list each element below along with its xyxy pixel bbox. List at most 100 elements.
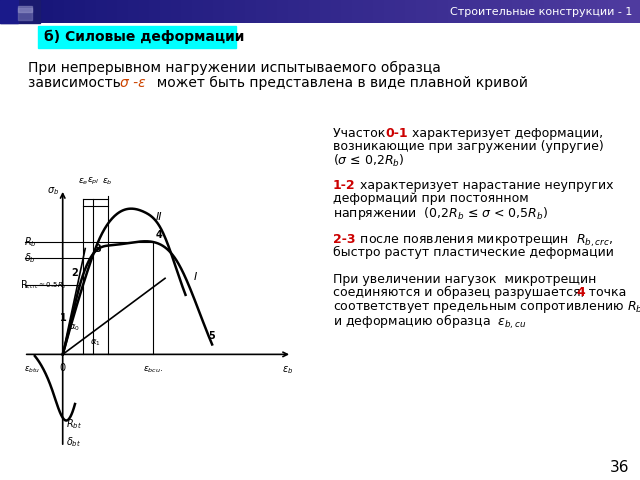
Bar (0, 0, 40, 23)
Bar (352, 0, 364, 23)
Bar (373, 0, 385, 23)
Text: $\sigma_b$: $\sigma_b$ (47, 185, 60, 197)
Text: 0-1: 0-1 (385, 127, 408, 140)
Text: б) Силовые деформации: б) Силовые деформации (44, 30, 244, 44)
Bar (437, 0, 449, 23)
Text: $\delta_{bt}$: $\delta_{bt}$ (65, 435, 81, 449)
Bar (149, 0, 161, 23)
Bar (608, 0, 620, 23)
Text: характеризует деформации,: характеризует деформации, (408, 127, 603, 140)
Text: ($\sigma$ ≤ 0,2$R_b$): ($\sigma$ ≤ 0,2$R_b$) (333, 153, 404, 169)
Text: $\alpha_1$: $\alpha_1$ (90, 337, 100, 348)
Text: II: II (156, 212, 162, 222)
Text: после появления микротрещин  $R_{b,crc}$,: после появления микротрещин $R_{b,crc}$, (356, 233, 613, 249)
Bar (331, 0, 342, 23)
Bar (96, 0, 108, 23)
Bar (491, 0, 502, 23)
Text: 2: 2 (71, 268, 78, 278)
Bar (544, 0, 556, 23)
Bar (341, 0, 353, 23)
Bar (309, 0, 321, 23)
Text: соответствует предельным сопротивлению $R_b$: соответствует предельным сопротивлению $… (333, 299, 640, 315)
Bar (395, 0, 406, 23)
Text: $\alpha_0$: $\alpha_0$ (68, 323, 79, 333)
Bar (213, 0, 225, 23)
Text: При увеличении нагузок  микротрещин: При увеличении нагузок микротрещин (333, 273, 596, 286)
Bar (0, 0, 18, 23)
Bar (277, 0, 289, 23)
Text: $\varepsilon_{bcu}.$: $\varepsilon_{bcu}.$ (143, 364, 163, 375)
Text: I: I (194, 272, 197, 282)
Bar (523, 0, 534, 23)
Text: R: R (21, 280, 28, 290)
Bar (107, 0, 118, 23)
Bar (597, 0, 609, 23)
Text: 4: 4 (576, 286, 585, 299)
Text: и деформацию образца  $\varepsilon_{b,cu}$: и деформацию образца $\varepsilon_{b,cu}… (333, 313, 526, 331)
Bar (43, 0, 54, 23)
Text: 1: 1 (60, 313, 67, 323)
Text: быстро растут пластические деформации: быстро растут пластические деформации (333, 246, 614, 259)
Bar (267, 0, 278, 23)
Bar (128, 0, 140, 23)
Bar (235, 0, 246, 23)
Bar (533, 0, 545, 23)
Bar (384, 0, 396, 23)
Bar (555, 0, 566, 23)
Text: $\varepsilon_{btu}$: $\varepsilon_{btu}$ (24, 364, 40, 374)
Text: может быть представлена в виде плавной кривой: может быть представлена в виде плавной к… (148, 76, 528, 90)
Bar (448, 0, 460, 23)
Bar (320, 0, 332, 23)
Bar (587, 0, 598, 23)
Bar (160, 0, 172, 23)
Bar (405, 0, 417, 23)
Text: Участок: Участок (333, 127, 389, 140)
Text: $\varepsilon_{pl}$: $\varepsilon_{pl}$ (87, 176, 100, 187)
Bar (512, 0, 524, 23)
Text: При непрерывном нагружении испытываемого образца: При непрерывном нагружении испытываемого… (28, 61, 441, 75)
Text: зависимость: зависимость (28, 76, 125, 90)
Bar (85, 0, 97, 23)
Text: 2-3: 2-3 (333, 233, 355, 246)
Bar (0, 0, 12, 23)
Bar (416, 0, 428, 23)
Bar (181, 0, 193, 23)
Bar (11, 0, 22, 23)
Text: возникающие при загружении (упругие): возникающие при загружении (упругие) (333, 140, 604, 153)
Text: $\varepsilon_b$: $\varepsilon_b$ (282, 364, 294, 376)
Bar (18, 6, 32, 12)
Text: $_{b,crc}{\approx}0.5R_b$: $_{b,crc}{\approx}0.5R_b$ (24, 280, 67, 290)
Text: $R_{bt}$: $R_{bt}$ (65, 417, 81, 431)
Text: $\varepsilon_b$: $\varepsilon_b$ (102, 177, 113, 187)
Text: $\delta_b$: $\delta_b$ (24, 252, 36, 265)
Bar (203, 0, 214, 23)
Bar (75, 0, 86, 23)
Bar (363, 0, 374, 23)
Text: Строительные конструкции - 1: Строительные конструкции - 1 (450, 7, 632, 17)
Bar (171, 0, 182, 23)
Bar (224, 0, 236, 23)
Bar (501, 0, 513, 23)
Bar (480, 0, 492, 23)
Bar (629, 0, 640, 23)
Bar (64, 0, 76, 23)
Text: соединяются и образец разрушается, точка: соединяются и образец разрушается, точка (333, 286, 630, 299)
Text: 3: 3 (94, 243, 101, 253)
Bar (576, 0, 588, 23)
Bar (427, 0, 438, 23)
Bar (469, 0, 481, 23)
Bar (459, 0, 470, 23)
Bar (192, 0, 204, 23)
Text: 4: 4 (156, 230, 163, 240)
Text: 5: 5 (208, 331, 215, 341)
Bar (18, 8, 32, 20)
Bar (117, 0, 129, 23)
Bar (245, 0, 257, 23)
Bar (565, 0, 577, 23)
Bar (32, 0, 44, 23)
Text: деформаций при постоянном: деформаций при постоянном (333, 192, 529, 205)
Text: 0: 0 (60, 363, 66, 372)
Text: σ -ε: σ -ε (120, 76, 146, 90)
Bar (38, 26, 236, 48)
Bar (53, 0, 65, 23)
